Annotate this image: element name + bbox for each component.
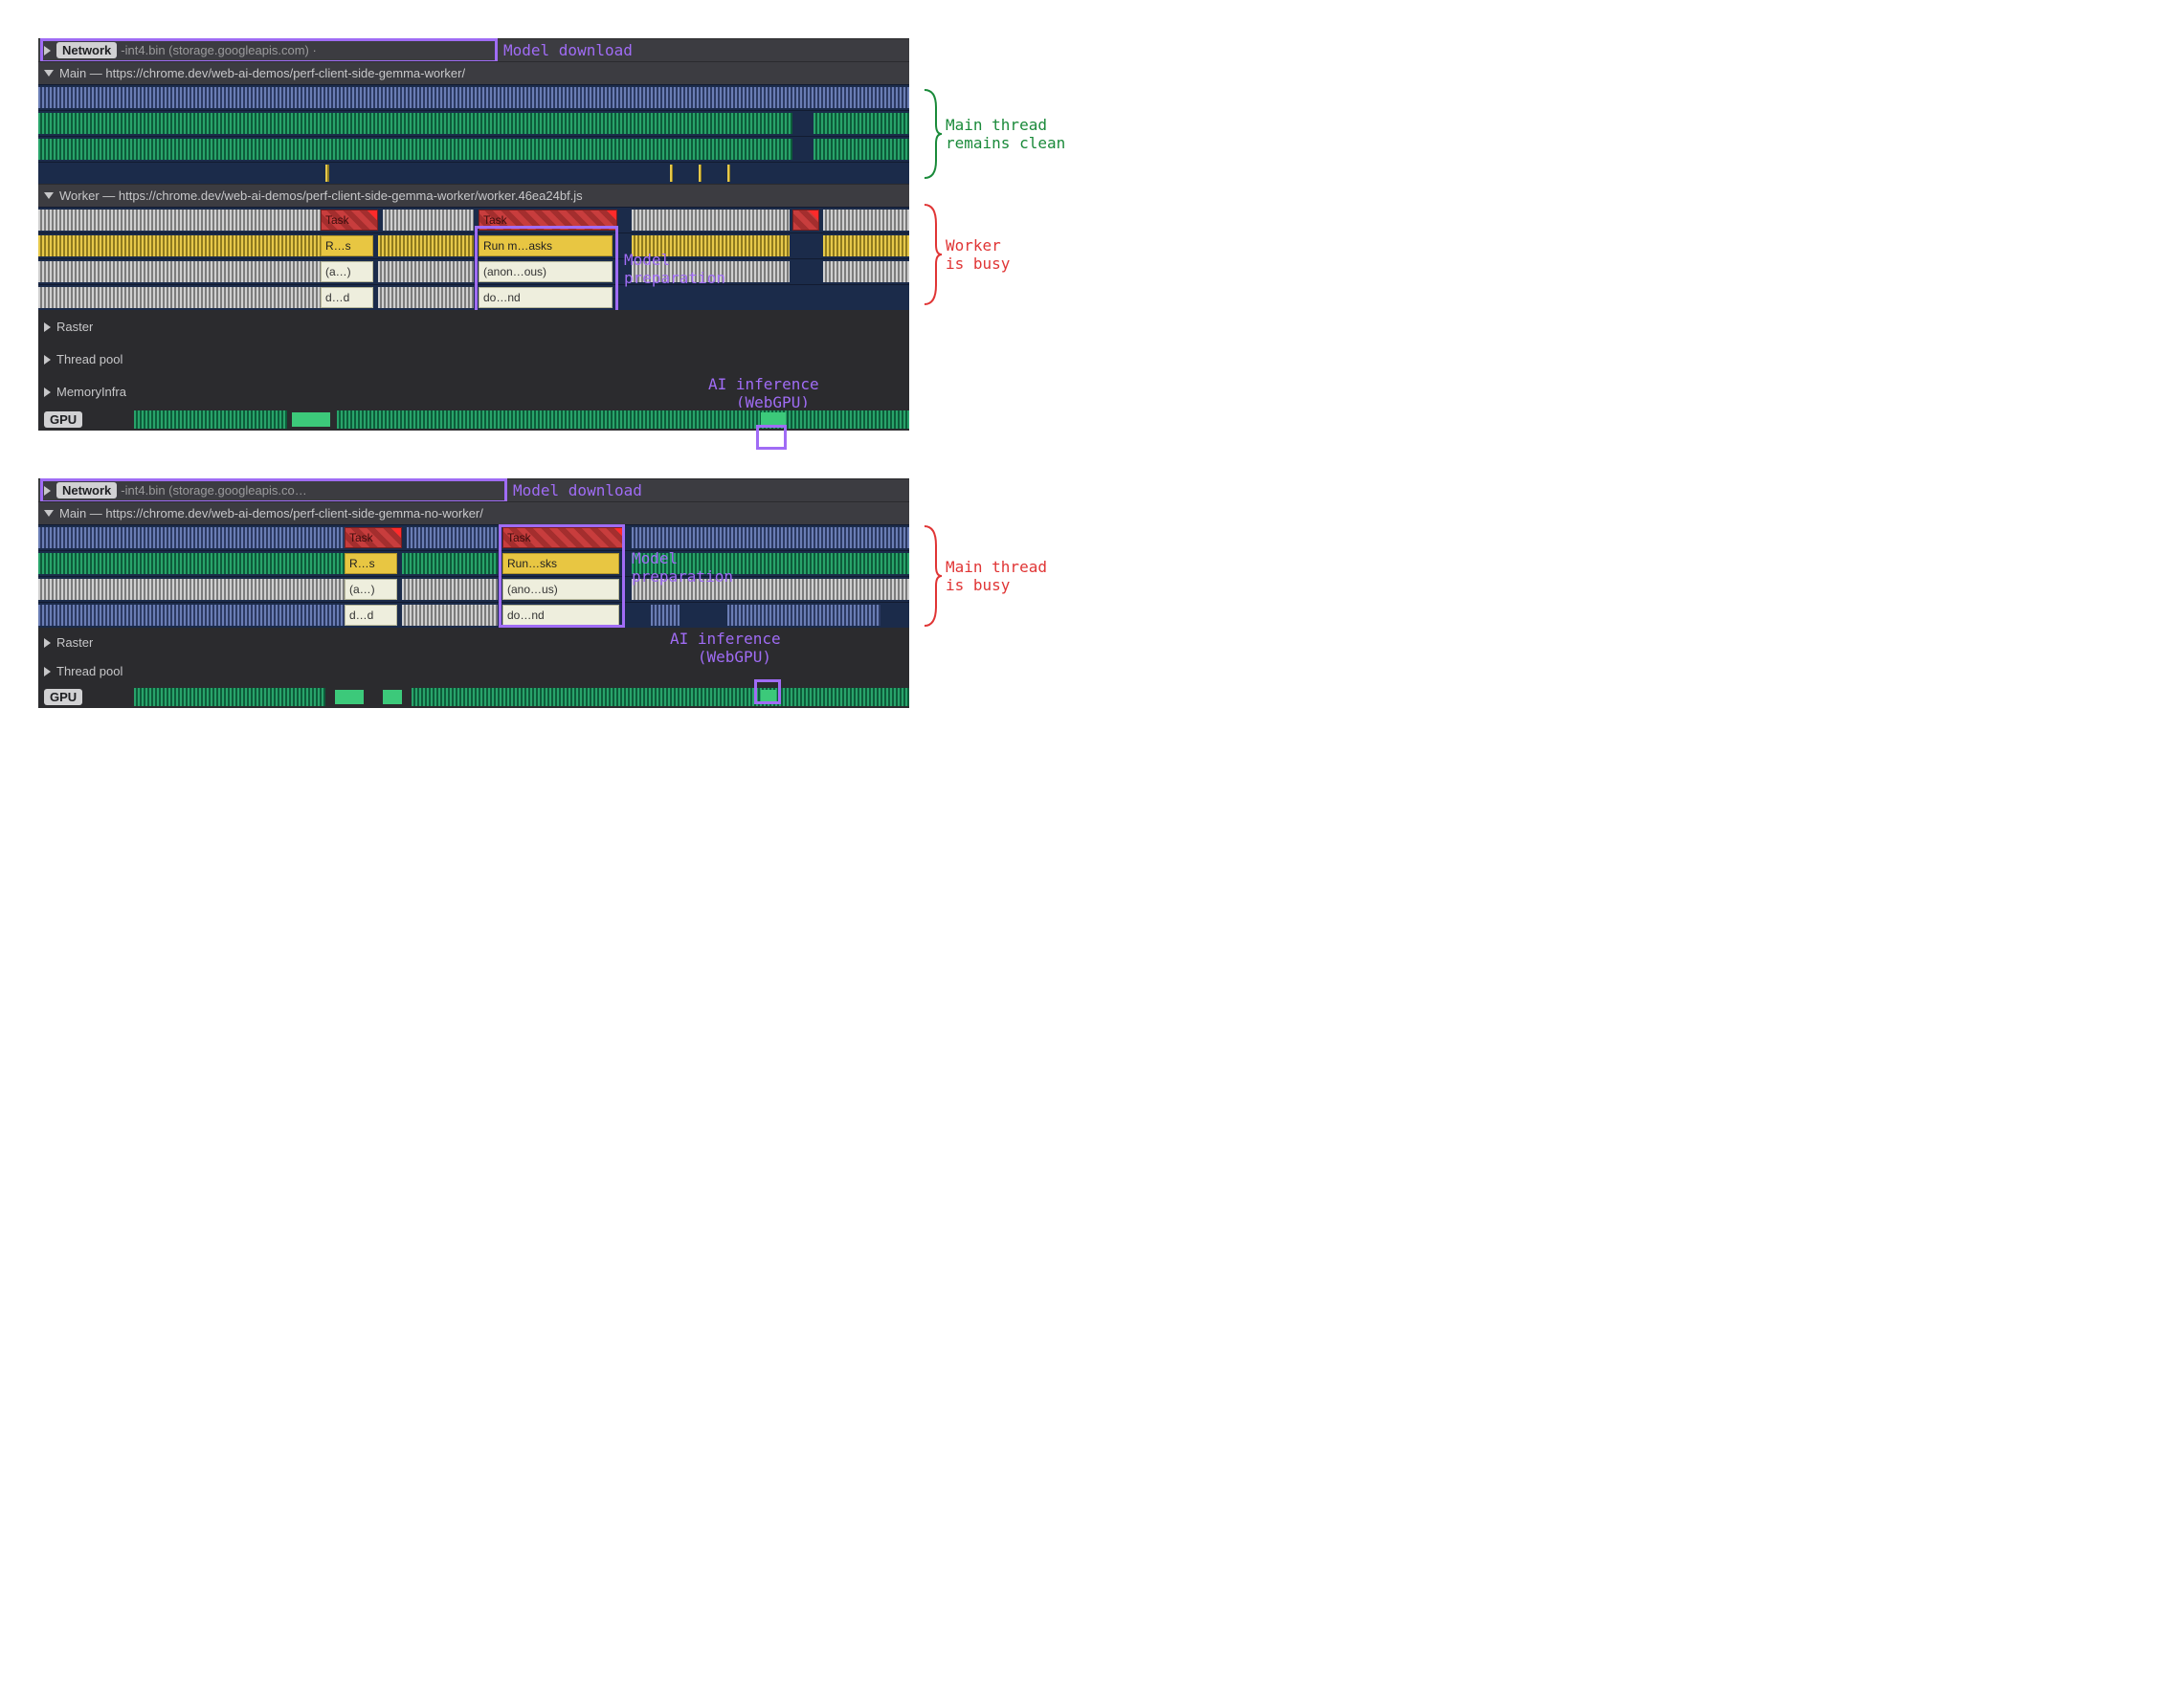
flame-task[interactable]: Task	[321, 210, 378, 231]
expand-icon[interactable]	[44, 486, 51, 496]
gpu-block[interactable]	[292, 412, 330, 427]
side-annotations-2: Main thread is busy	[921, 478, 1047, 628]
worker-track-header[interactable]: Worker — https://chrome.dev/web-ai-demos…	[38, 184, 909, 207]
raster-label: Raster	[56, 635, 93, 650]
network-label: Network	[56, 482, 117, 498]
flame-task[interactable]: Task	[345, 527, 402, 548]
raster-track-header[interactable]: Raster	[38, 628, 909, 656]
caption-worker-busy: Worker is busy	[946, 236, 1010, 273]
main-row-2[interactable]: R…s Run…sks	[38, 550, 909, 576]
caption-main-busy: Main thread is busy	[946, 558, 1047, 594]
main-lane-2[interactable]	[38, 110, 909, 136]
gpu-block[interactable]	[335, 690, 364, 704]
flame-entry[interactable]: (a…)	[321, 261, 373, 282]
flame-entry[interactable]: R…s	[345, 553, 397, 574]
main-row-4[interactable]: d…d do…nd	[38, 602, 909, 628]
gpu-block[interactable]	[761, 690, 776, 704]
worker-row-2[interactable]: R…s Run m…asks	[38, 232, 909, 258]
memoryinfra-track-header[interactable]: MemoryInfra	[38, 375, 909, 408]
threadpool-track-header[interactable]: Thread pool	[38, 343, 909, 375]
expand-icon[interactable]	[44, 638, 51, 648]
raster-track-header[interactable]: Raster	[38, 310, 909, 343]
expand-icon[interactable]	[44, 46, 51, 55]
main-header-text: Main — https://chrome.dev/web-ai-demos/p…	[59, 506, 483, 520]
main-track-header[interactable]: Main — https://chrome.dev/web-ai-demos/p…	[38, 501, 909, 524]
main-track-header[interactable]: Main — https://chrome.dev/web-ai-demos/p…	[38, 61, 909, 84]
network-label: Network	[56, 42, 117, 58]
devtools-panel-1[interactable]: Network -int4.bin (storage.googleapis.co…	[38, 38, 909, 431]
memoryinfra-label: MemoryInfra	[56, 385, 126, 399]
worker-row-3[interactable]: (a…) (anon…ous)	[38, 258, 909, 284]
caption-main-clean: Main thread remains clean	[946, 116, 1065, 152]
expand-icon[interactable]	[44, 322, 51, 332]
gpu-track-header[interactable]: GPU	[38, 408, 909, 431]
expand-icon[interactable]	[44, 388, 51, 397]
flame-entry[interactable]: R…s	[321, 235, 373, 256]
figure-with-worker: Network -int4.bin (storage.googleapis.co…	[38, 38, 2146, 431]
main-lane-4[interactable]	[38, 162, 909, 184]
network-track-header[interactable]: Network -int4.bin (storage.googleapis.co…	[38, 38, 909, 61]
flame-entry[interactable]: Run…sks	[502, 553, 619, 574]
flame-entry[interactable]: do…nd	[502, 605, 619, 626]
network-track-header[interactable]: Network -int4.bin (storage.googleapis.co…	[38, 478, 909, 501]
devtools-panel-2[interactable]: Network -int4.bin (storage.googleapis.co…	[38, 478, 909, 708]
gpu-track-header[interactable]: GPU	[38, 685, 909, 708]
flame-task[interactable]	[792, 210, 819, 231]
worker-header-text: Worker — https://chrome.dev/web-ai-demos…	[59, 188, 583, 203]
side-annotations-1: Main thread remains clean Worker is busy	[921, 38, 1065, 306]
flame-entry[interactable]: Run m…asks	[479, 235, 613, 256]
raster-label: Raster	[56, 320, 93, 334]
main-lane-3[interactable]	[38, 136, 909, 162]
flame-task[interactable]: Task	[502, 527, 625, 548]
collapse-icon[interactable]	[44, 510, 54, 517]
threadpool-label: Thread pool	[56, 664, 123, 678]
worker-row-4[interactable]: d…d do…nd	[38, 284, 909, 310]
figure-wrapper: Network -int4.bin (storage.googleapis.co…	[38, 38, 2146, 708]
collapse-icon[interactable]	[44, 70, 54, 77]
flame-entry[interactable]: (anon…ous)	[479, 261, 613, 282]
brace-icon	[921, 88, 942, 180]
flame-entry[interactable]: (a…)	[345, 579, 397, 600]
figure-no-worker: Network -int4.bin (storage.googleapis.co…	[38, 478, 2146, 708]
brace-icon	[921, 524, 942, 628]
expand-icon[interactable]	[44, 355, 51, 365]
main-row-task[interactable]: Task Task	[38, 524, 909, 550]
gpu-label: GPU	[44, 689, 82, 705]
flame-entry[interactable]: do…nd	[479, 287, 613, 308]
collapse-icon[interactable]	[44, 192, 54, 199]
brace-icon	[921, 203, 942, 306]
gpu-block[interactable]	[383, 690, 402, 704]
gpu-block[interactable]	[761, 412, 786, 427]
threadpool-label: Thread pool	[56, 352, 123, 366]
main-header-text: Main — https://chrome.dev/web-ai-demos/p…	[59, 66, 465, 80]
main-lane-1[interactable]	[38, 84, 909, 110]
flame-task[interactable]: Task	[479, 210, 617, 231]
network-resource: -int4.bin (storage.googleapis.com) ·	[121, 43, 317, 57]
network-resource: -int4.bin (storage.googleapis.co…	[121, 483, 306, 498]
main-row-3[interactable]: (a…) (ano…us)	[38, 576, 909, 602]
worker-row-task[interactable]: Task Task	[38, 207, 909, 232]
threadpool-track-header[interactable]: Thread pool	[38, 656, 909, 685]
gpu-label: GPU	[44, 411, 82, 428]
flame-entry[interactable]: (ano…us)	[502, 579, 619, 600]
flame-entry[interactable]: d…d	[321, 287, 373, 308]
expand-icon[interactable]	[44, 667, 51, 676]
flame-entry[interactable]: d…d	[345, 605, 397, 626]
